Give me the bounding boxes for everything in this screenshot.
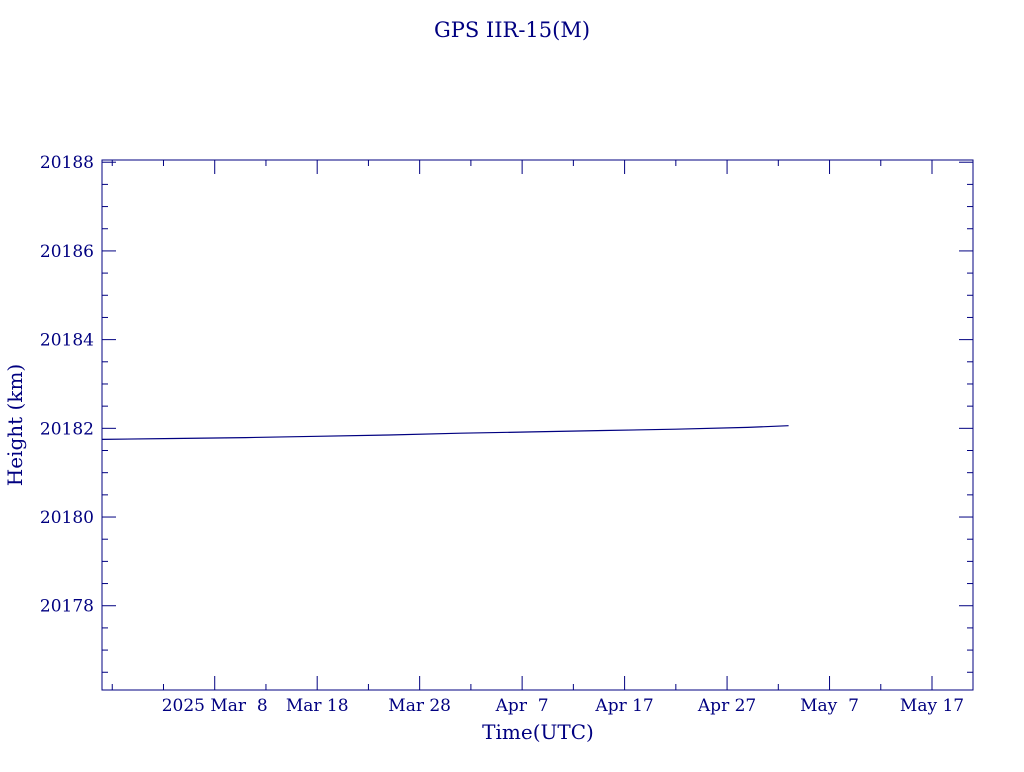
x-tick-label: May 7 [800,696,859,716]
y-tick-label: 20178 [40,597,94,617]
plot-area: 20178 20180 20182 20184 20186 20188 2025 Mar 8… [40,153,974,716]
x-tick-label: Mar 18 [286,696,349,716]
x-tick-label: Mar 28 [388,696,451,716]
chart-title: GPS IIR-15(M) [434,18,590,42]
y-tick-label: 20182 [40,419,94,439]
y-axis-label: Height (km) [3,364,27,486]
x-tick-label: May 17 [900,696,964,716]
plot-frame [101,159,974,691]
y-tick-label: 20180 [40,508,94,528]
x-tick-label: Apr 17 [594,696,653,716]
y-tick-label: 20186 [40,242,94,262]
x-tick-label: Apr 7 [495,696,549,716]
y-tick-label: 20188 [40,153,94,173]
x-tick-label: 2025 Mar 8 [162,696,268,716]
series-line [101,425,789,440]
x-axis-label: Time(UTC) [482,720,594,744]
y-tick-label: 20184 [40,331,94,351]
x-tick-label: Apr 27 [697,696,756,716]
